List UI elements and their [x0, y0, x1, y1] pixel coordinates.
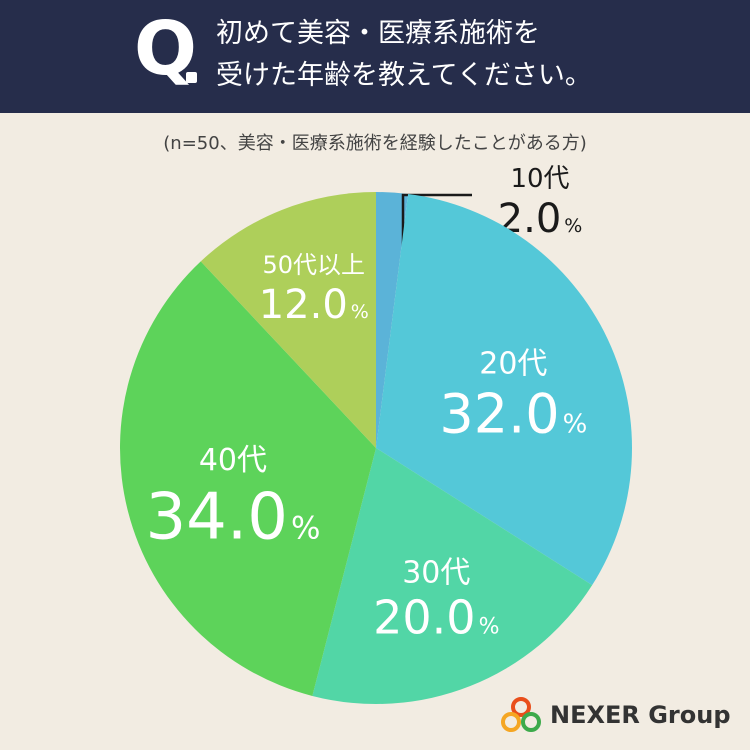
nexer-logo: NEXER Group [500, 697, 731, 733]
pie-slice-3 [119, 261, 376, 696]
slice-category-label-0: 10代 [510, 164, 569, 194]
logo-text: NEXER Group [550, 701, 731, 729]
pie-slice-2 [312, 448, 593, 705]
leader-line-10s [401, 193, 472, 248]
slice-category-label-3: 40代 [199, 443, 267, 478]
slice-value-label-4: 12.0% [259, 282, 369, 328]
sample-note: (n=50、美容・医療系施術を経験したことがある方) [163, 133, 587, 154]
question-header: Q 初めて美容・医療系施術を 受けた年齢を教えてください。 [0, 0, 750, 113]
nexer-logo-icon [501, 697, 541, 732]
pie-slice-0 [376, 192, 409, 448]
slice-category-label-1: 20代 [479, 347, 547, 382]
slice-category-label-4: 50代以上 [263, 251, 366, 279]
slice-value-label-2: 20.0% [373, 590, 499, 644]
slice-value-label-1: 32.0% [439, 382, 587, 445]
question-dot [186, 72, 197, 83]
slice-value-label-0: 2.0% [498, 196, 583, 242]
slice-value-label-3: 34.0% [145, 481, 320, 555]
pie-slice-1 [376, 194, 632, 586]
question-line-2: 受けた年齢を教えてください。 [216, 60, 592, 91]
question-line-1: 初めて美容・医療系施術を [216, 18, 540, 49]
slice-category-label-2: 30代 [402, 555, 470, 590]
pie-slice-4 [200, 192, 376, 448]
